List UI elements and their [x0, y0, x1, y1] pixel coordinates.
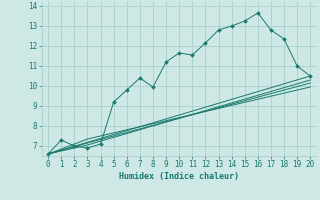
X-axis label: Humidex (Indice chaleur): Humidex (Indice chaleur) [119, 172, 239, 181]
